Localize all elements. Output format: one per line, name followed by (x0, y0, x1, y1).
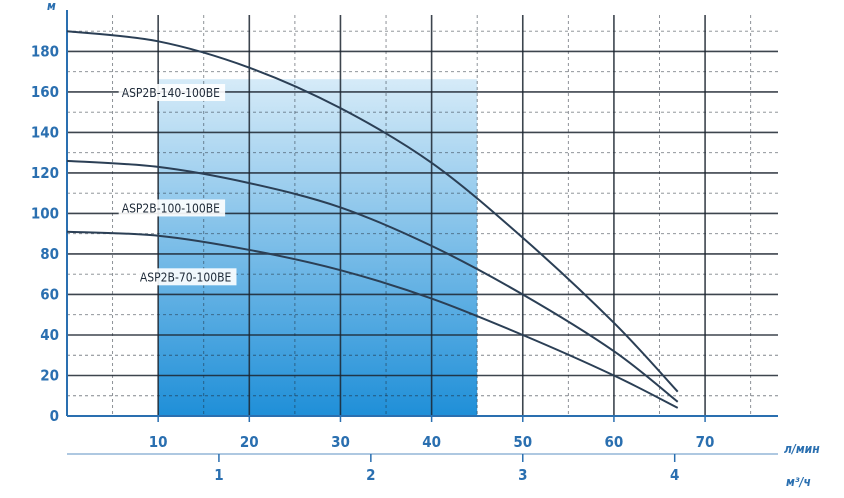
series-point (431, 162, 433, 164)
series-point (157, 41, 159, 43)
series-label: ASP2B-100-100BE (122, 201, 220, 215)
series-point (522, 237, 524, 239)
series-point (249, 182, 251, 184)
x-tick-label: 20 (240, 433, 259, 451)
series-point (66, 231, 68, 233)
series-point (157, 235, 159, 237)
x2-unit-label: м³/ч (786, 475, 811, 489)
series-point (66, 160, 68, 162)
series-point (249, 67, 251, 69)
series-point (431, 298, 433, 300)
y-tick-label: 20 (40, 366, 59, 384)
series-point (340, 207, 342, 209)
series-curve (66, 230, 679, 409)
y-tick-label: 80 (40, 245, 59, 263)
x-tick-label: 70 (696, 433, 715, 451)
series-point (677, 391, 679, 393)
y-unit-label: м (47, 0, 56, 13)
y-tick-label: 140 (31, 123, 59, 141)
x2-tick-label: 1 (214, 466, 223, 484)
series-point (613, 350, 615, 352)
x-unit-label: л/мин (784, 442, 820, 456)
y-tick-label: 160 (31, 83, 59, 101)
series-point (522, 334, 524, 336)
y-tick-label: 120 (31, 164, 59, 182)
working-range-area (158, 79, 478, 416)
x2-tick-label: 3 (518, 466, 527, 484)
series-label-bg (118, 84, 226, 102)
x-tick-label: 50 (513, 433, 532, 451)
series-point (613, 322, 615, 324)
series-point (522, 294, 524, 296)
x-tick-label: 40 (422, 433, 441, 451)
series-curve (66, 159, 679, 403)
series-point (677, 407, 679, 409)
x-tick-label: 60 (605, 433, 624, 451)
series-point (613, 375, 615, 377)
series-label-bg (136, 268, 237, 286)
x-tick-label: 30 (331, 433, 350, 451)
series-point (677, 401, 679, 403)
y-tick-label: 100 (31, 204, 59, 222)
series-label: ASP2B-140-100BE (122, 86, 220, 100)
x2-tick-label: 4 (670, 466, 679, 484)
y-tick-label: 60 (40, 285, 59, 303)
series-point (157, 166, 159, 168)
y-tick-label: 40 (40, 326, 59, 344)
series-point (340, 107, 342, 109)
series-point (340, 269, 342, 271)
series-point (249, 249, 251, 251)
y-tick-label: 0 (50, 407, 59, 425)
x2-tick-label: 2 (366, 466, 375, 484)
series-point (66, 30, 68, 32)
series-label: ASP2B-70-100BE (140, 270, 232, 284)
x-tick-label: 10 (149, 433, 168, 451)
series-point (431, 245, 433, 247)
series-curve (66, 30, 679, 393)
y-tick-label: 180 (31, 42, 59, 60)
series-label-bg (118, 199, 226, 217)
